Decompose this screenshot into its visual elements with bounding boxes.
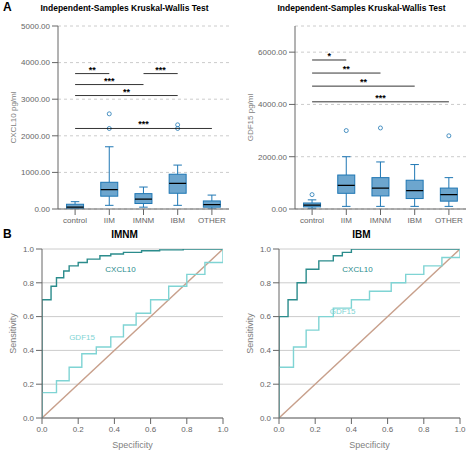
svg-text:***: ***	[155, 65, 166, 75]
svg-text:5000.00: 5000.00	[21, 22, 50, 31]
svg-text:*: *	[327, 51, 331, 61]
svg-text:0.00: 0.00	[34, 205, 50, 214]
svg-text:IIM: IIM	[341, 216, 352, 225]
svg-text:Specificity: Specificity	[112, 440, 153, 450]
svg-text:***: ***	[104, 76, 115, 86]
svg-text:0.6: 0.6	[260, 312, 272, 321]
svg-text:GDF15: GDF15	[69, 333, 95, 342]
svg-text:0.8: 0.8	[23, 279, 35, 288]
html-text:IMNM: IMNM	[111, 229, 138, 240]
svg-text:0.0: 0.0	[260, 414, 272, 423]
svg-text:0.6: 0.6	[382, 425, 394, 434]
svg-text:GDF15: GDF15	[330, 307, 356, 316]
html-text:Independent-Samples Kruskal-Wa: Independent-Samples Kruskal-Wallis Test	[40, 3, 209, 13]
html-text:B: B	[3, 227, 12, 241]
svg-text:3000.00: 3000.00	[21, 95, 50, 104]
svg-text:IBM: IBM	[408, 216, 423, 225]
svg-text:CXCL10: CXCL10	[342, 265, 373, 274]
svg-text:4000.00: 4000.00	[258, 100, 287, 109]
svg-text:**: **	[343, 64, 351, 74]
svg-text:control: control	[300, 216, 324, 225]
svg-text:0.4: 0.4	[260, 346, 272, 355]
svg-text:IIM: IIM	[104, 216, 115, 225]
svg-text:0.6: 0.6	[23, 312, 35, 321]
svg-text:1.0: 1.0	[217, 425, 229, 434]
svg-text:6000.00: 6000.00	[258, 48, 287, 57]
svg-text:OTHER: OTHER	[198, 216, 226, 225]
svg-text:Specificity: Specificity	[349, 440, 390, 450]
svg-text:2000.00: 2000.00	[21, 132, 50, 141]
svg-text:IMNM: IMNM	[133, 216, 155, 225]
svg-text:Sensitivity: Sensitivity	[245, 313, 255, 354]
html-text:Independent-Samples Kruskal-Wa: Independent-Samples Kruskal-Wallis Test	[277, 3, 446, 13]
html-text:IBM: IBM	[352, 229, 371, 240]
svg-text:***: ***	[138, 119, 149, 129]
svg-text:0.00: 0.00	[271, 205, 287, 214]
html-text:A: A	[3, 0, 12, 14]
svg-text:**: **	[360, 77, 368, 87]
svg-text:0.4: 0.4	[109, 425, 121, 434]
svg-text:0.0: 0.0	[36, 425, 48, 434]
svg-text:IMNM: IMNM	[370, 216, 392, 225]
svg-text:0.2: 0.2	[310, 425, 322, 434]
svg-text:CXCL10 pg/ml: CXCL10 pg/ml	[9, 91, 18, 143]
svg-text:2000.00: 2000.00	[258, 153, 287, 162]
svg-text:Sensitivity: Sensitivity	[8, 313, 18, 354]
svg-text:4000.00: 4000.00	[21, 58, 50, 67]
svg-text:control: control	[63, 216, 87, 225]
svg-text:OTHER: OTHER	[435, 216, 463, 225]
svg-text:1.0: 1.0	[23, 245, 35, 254]
svg-text:***: ***	[375, 93, 386, 103]
svg-text:0.2: 0.2	[73, 425, 85, 434]
svg-text:CXCL10: CXCL10	[105, 265, 136, 274]
svg-text:0.6: 0.6	[145, 425, 157, 434]
svg-text:0.2: 0.2	[23, 380, 35, 389]
svg-text:0.0: 0.0	[273, 425, 285, 434]
svg-text:GDF15 pg/ml: GDF15 pg/ml	[246, 93, 255, 141]
svg-text:0.8: 0.8	[181, 425, 193, 434]
svg-text:1.0: 1.0	[454, 425, 466, 434]
svg-text:0.2: 0.2	[260, 380, 272, 389]
svg-text:**: **	[89, 65, 97, 75]
svg-text:0.4: 0.4	[346, 425, 358, 434]
svg-text:0.4: 0.4	[23, 346, 35, 355]
svg-text:1.0: 1.0	[260, 245, 272, 254]
svg-text:IBM: IBM	[171, 216, 186, 225]
svg-text:**: **	[123, 87, 131, 97]
svg-text:0.0: 0.0	[23, 414, 35, 423]
svg-text:1000.00: 1000.00	[21, 168, 50, 177]
svg-text:0.8: 0.8	[260, 279, 272, 288]
svg-text:0.8: 0.8	[418, 425, 430, 434]
